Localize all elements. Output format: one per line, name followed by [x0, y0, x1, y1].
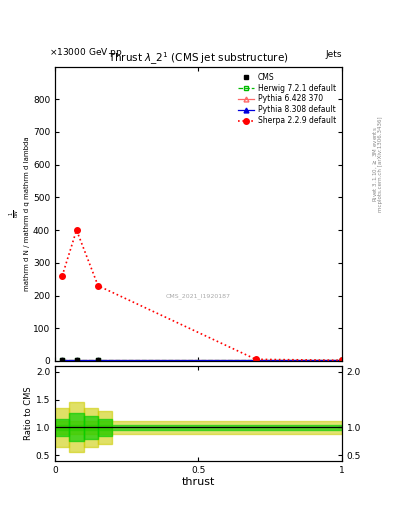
Y-axis label: Ratio to CMS: Ratio to CMS — [24, 387, 33, 440]
Pythia 8.308 default — [253, 357, 258, 364]
Bar — [84, 416, 98, 438]
Pythia 6.428 370 — [253, 357, 258, 364]
Pythia 8.308 default — [60, 357, 64, 364]
Text: Jets: Jets — [325, 50, 342, 59]
Bar — [98, 419, 112, 436]
Bar — [55, 408, 70, 447]
CMS — [96, 357, 101, 364]
CMS — [74, 357, 79, 364]
Line: Pythia 8.308 default: Pythia 8.308 default — [60, 358, 344, 362]
Bar — [55, 419, 70, 436]
Line: Pythia 6.428 370: Pythia 6.428 370 — [60, 358, 344, 362]
Bar — [55, 421, 342, 434]
CMS — [60, 357, 64, 364]
Herwig 7.2.1 default — [96, 357, 101, 364]
Bar — [70, 402, 84, 453]
Title: Thrust $\lambda\_2^1$ (CMS jet substructure): Thrust $\lambda\_2^1$ (CMS jet substruct… — [108, 50, 289, 67]
Text: $\times$13000 GeV pp: $\times$13000 GeV pp — [49, 46, 123, 59]
Herwig 7.2.1 default — [253, 357, 258, 364]
Pythia 6.428 370 — [74, 357, 79, 364]
Bar — [70, 414, 84, 441]
Pythia 6.428 370 — [340, 357, 344, 364]
Bar — [84, 408, 98, 447]
Y-axis label: mathrm d$^2$N
mathrm d q mathrm d lambda

$\frac{1}{\mathrm{d}N}$
mathrm d N / m: mathrm d$^2$N mathrm d q mathrm d lambda… — [0, 136, 30, 291]
Sherpa 2.2.9 default — [60, 273, 64, 279]
Line: CMS: CMS — [60, 358, 344, 362]
X-axis label: thrust: thrust — [182, 477, 215, 487]
Bar — [55, 424, 342, 430]
Legend: CMS, Herwig 7.2.1 default, Pythia 6.428 370, Pythia 8.308 default, Sherpa 2.2.9 : CMS, Herwig 7.2.1 default, Pythia 6.428 … — [235, 70, 338, 127]
Line: Sherpa 2.2.9 default: Sherpa 2.2.9 default — [59, 227, 345, 363]
Bar — [98, 411, 112, 444]
CMS — [253, 357, 258, 364]
Pythia 8.308 default — [340, 357, 344, 364]
Text: CMS_2021_I1920187: CMS_2021_I1920187 — [166, 293, 231, 299]
Sherpa 2.2.9 default — [96, 283, 101, 289]
Text: Rivet 3.1.10, $\geq$ 3M events: Rivet 3.1.10, $\geq$ 3M events — [371, 126, 379, 202]
Herwig 7.2.1 default — [74, 357, 79, 364]
Sherpa 2.2.9 default — [74, 227, 79, 233]
Pythia 8.308 default — [74, 357, 79, 364]
Line: Herwig 7.2.1 default: Herwig 7.2.1 default — [60, 358, 344, 362]
Pythia 6.428 370 — [60, 357, 64, 364]
Sherpa 2.2.9 default — [253, 356, 258, 362]
Sherpa 2.2.9 default — [340, 357, 344, 364]
Pythia 8.308 default — [96, 357, 101, 364]
Herwig 7.2.1 default — [340, 357, 344, 364]
Herwig 7.2.1 default — [60, 357, 64, 364]
CMS — [340, 357, 344, 364]
Text: mcplots.cern.ch [arXiv:1306.3436]: mcplots.cern.ch [arXiv:1306.3436] — [378, 116, 384, 211]
Pythia 6.428 370 — [96, 357, 101, 364]
